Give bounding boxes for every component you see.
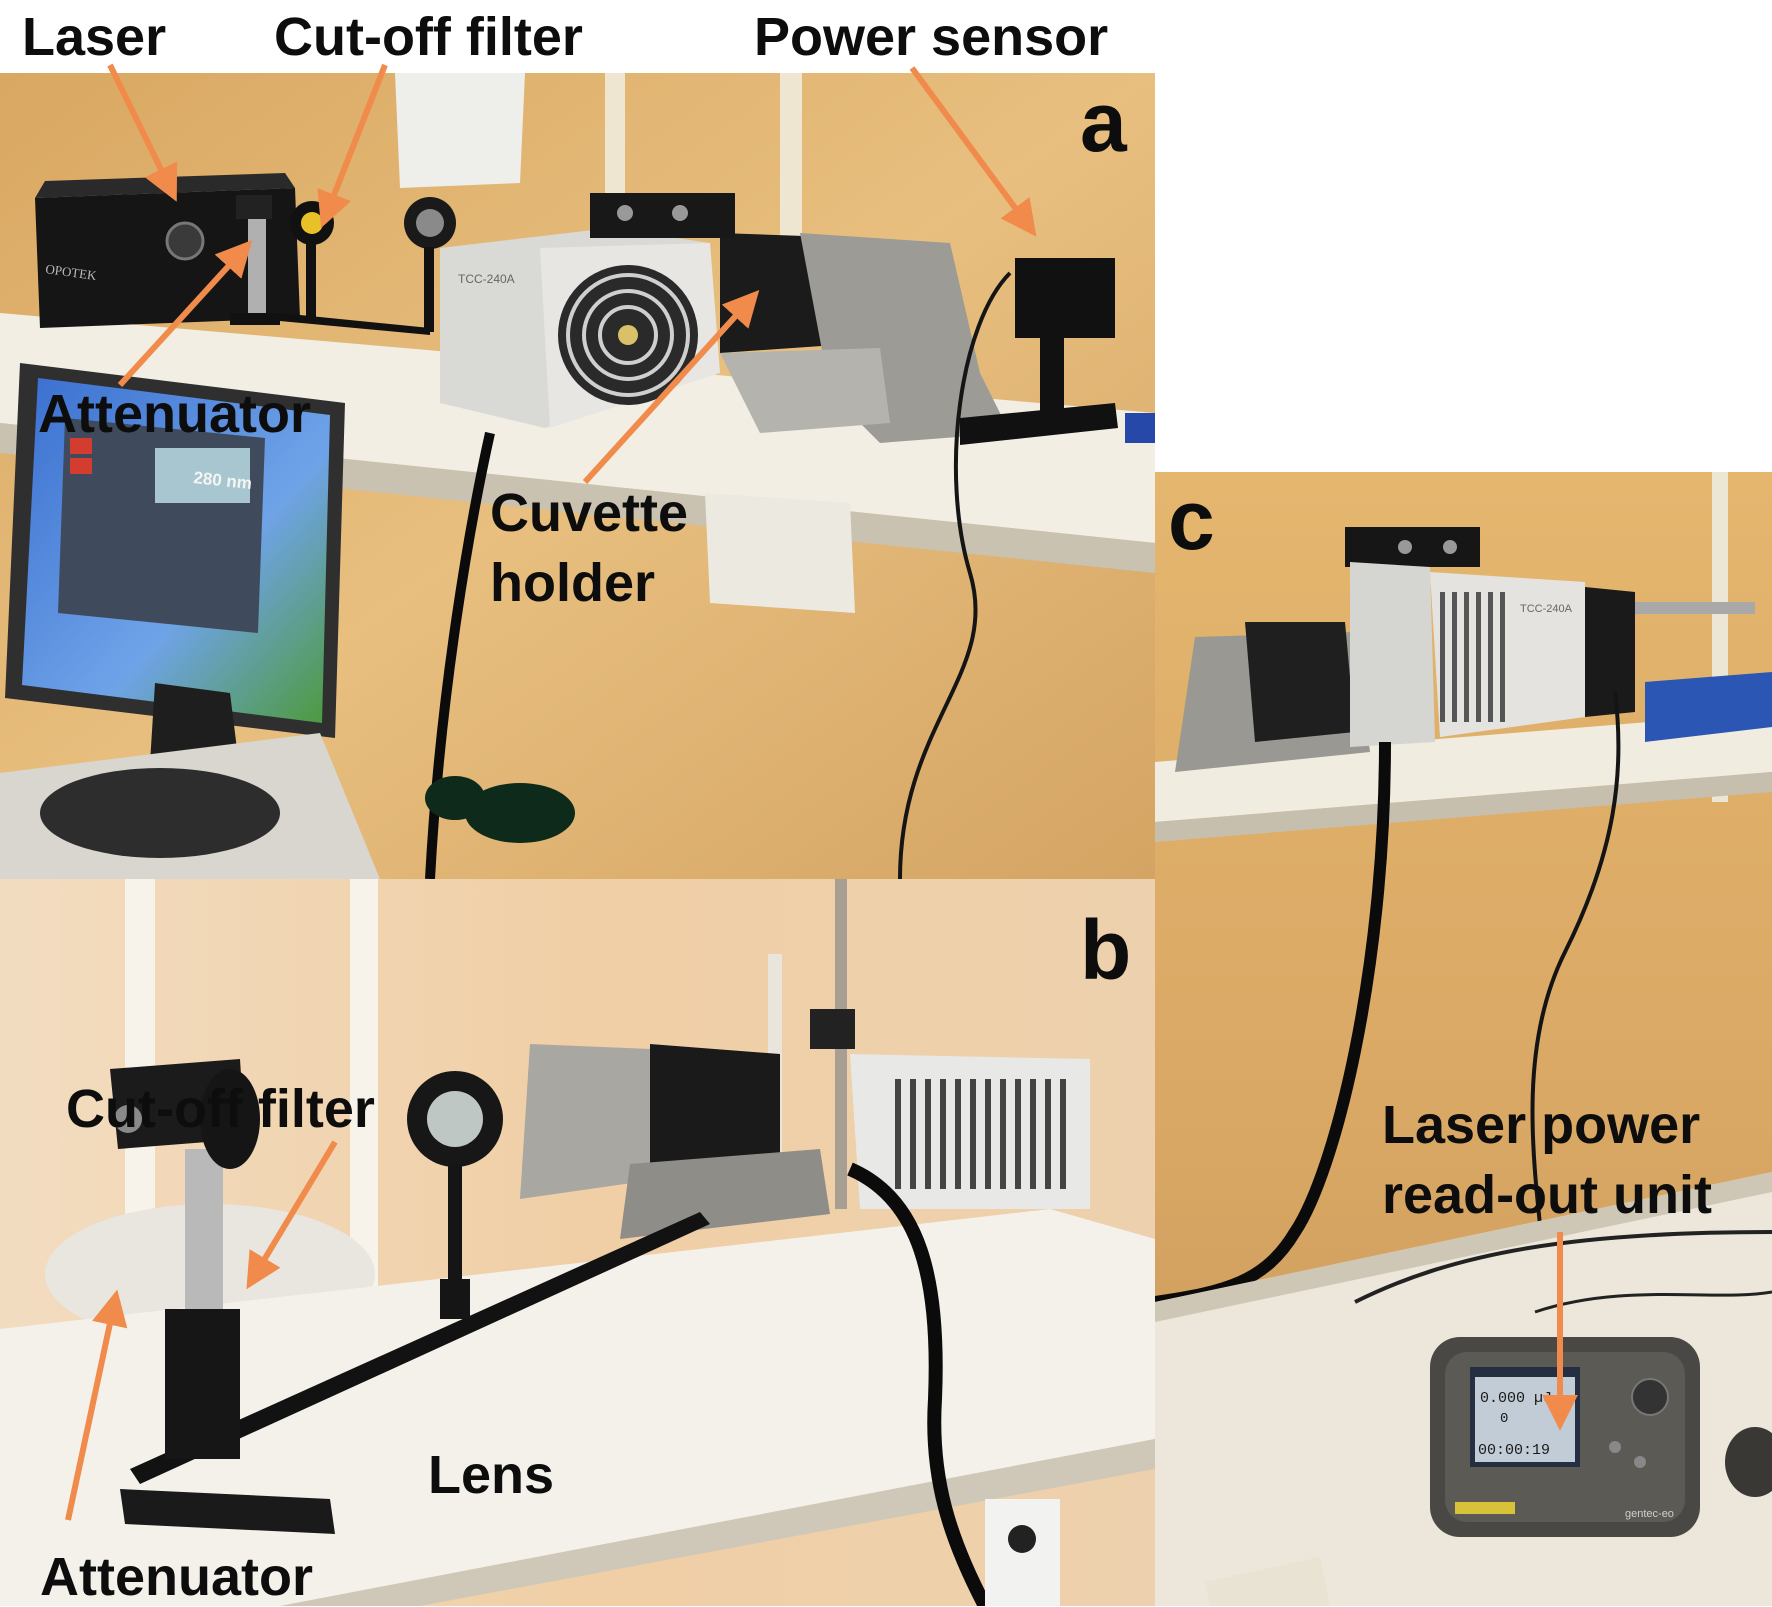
- clamp: [810, 1009, 855, 1049]
- bench-edge: [1155, 1172, 1772, 1322]
- lens-post: [424, 247, 434, 332]
- optical-rail: [130, 1212, 710, 1484]
- foil: [520, 1044, 660, 1199]
- attenuator-base: [165, 1309, 240, 1459]
- panel-letter-a: a: [1080, 75, 1127, 169]
- panel-b-scene: [0, 879, 1155, 1606]
- top-controller: [590, 193, 735, 238]
- label-readout-line1: Laser power: [1382, 1095, 1701, 1155]
- posted-paper: [395, 73, 525, 188]
- clamp-arm: [1635, 602, 1755, 614]
- device-edge: [1725, 1427, 1772, 1497]
- filter-mount: [200, 1069, 260, 1169]
- panel-a-scene: OPOTEK TCC-240A: [0, 73, 1155, 879]
- hanging-paper: [705, 493, 855, 613]
- attenuator-post: [248, 203, 266, 313]
- foil: [720, 348, 890, 433]
- readout-count: 0: [1500, 1411, 1508, 1427]
- lens-glass: [427, 1091, 483, 1147]
- label-power-sensor: Power sensor: [754, 7, 1109, 67]
- knob: [672, 205, 688, 221]
- cable: [1354, 1230, 1772, 1304]
- lens-post-holder: [440, 1279, 470, 1319]
- device-model-a: TCC-240A: [458, 272, 515, 286]
- panel-b-photo: [0, 879, 1155, 1606]
- readout-button: [1634, 1456, 1646, 1468]
- readout-time: 00:00:19: [1478, 1442, 1550, 1459]
- vent-slots: [895, 1079, 1066, 1189]
- laser-brand-text: OPOTEK: [45, 261, 98, 283]
- lens-glass: [416, 209, 444, 237]
- shelf: [0, 313, 1155, 543]
- panel-c-photo: TCC-240A 0.000 µJ 0 00:00:19 gentec-: [1155, 472, 1772, 1606]
- blue-clamp: [1125, 413, 1155, 443]
- label-cutoff-filter-b: Cut-off filter: [66, 1079, 375, 1139]
- cable: [1534, 1290, 1772, 1314]
- readout-button: [1609, 1441, 1621, 1453]
- attenuator-knob: [114, 1105, 142, 1133]
- power-sensor-head: [1015, 258, 1115, 338]
- keyboard-tray: [40, 768, 280, 858]
- knob: [617, 205, 633, 221]
- black-bracket: [1585, 587, 1635, 717]
- filter-glass: [301, 212, 323, 234]
- panel-a-photo: OPOTEK TCC-240A: [0, 73, 1155, 879]
- device-model-c: TCC-240A: [1520, 603, 1573, 615]
- panel-letter-b: b: [1080, 903, 1132, 997]
- vent-slots: [1440, 592, 1505, 722]
- power-sensor-post: [1040, 338, 1064, 413]
- paper-slip: [1205, 1557, 1330, 1606]
- label-attenuator-b: Attenuator: [40, 1547, 313, 1607]
- cuvette-chamber: [650, 1044, 780, 1164]
- software-button: [70, 458, 92, 474]
- wavelength-display: [155, 448, 250, 503]
- panel-c-scene: TCC-240A 0.000 µJ 0 00:00:19 gentec-: [1155, 472, 1772, 1606]
- top-controller: [1345, 527, 1480, 567]
- laser-aperture: [165, 221, 205, 261]
- rail-base: [120, 1489, 335, 1534]
- cuvette-chamber: [1245, 622, 1355, 742]
- power-socket: [1008, 1525, 1036, 1553]
- knob: [1443, 540, 1457, 554]
- filter-post: [306, 243, 316, 323]
- heater-side: [1350, 562, 1435, 747]
- readout-energy: 0.000 µJ: [1480, 1390, 1552, 1407]
- readout-brand: gentec-eo: [1625, 1508, 1674, 1520]
- power-sensor-base: [960, 403, 1118, 445]
- software-button: [70, 438, 92, 454]
- attenuator-mount: [236, 195, 272, 219]
- knob: [1398, 540, 1412, 554]
- safety-glasses: [425, 776, 485, 820]
- attenuator-post: [185, 1149, 223, 1324]
- foil: [620, 1149, 830, 1239]
- lens-post: [448, 1164, 462, 1284]
- label-cutoff-filter-a: Cut-off filter: [274, 7, 583, 67]
- label-laser: Laser: [22, 7, 167, 67]
- label-attenuator-a: Attenuator: [38, 384, 311, 444]
- label-readout-line2: read-out unit: [1382, 1165, 1712, 1225]
- label-cuvette-holder-line2: holder: [490, 553, 656, 613]
- attenuator-base: [230, 313, 280, 325]
- cable: [898, 271, 1012, 879]
- label-lens: Lens: [428, 1445, 555, 1505]
- label-cuvette-holder-line1: Cuvette: [490, 483, 689, 543]
- safety-glasses: [465, 783, 575, 843]
- readout-logo-badge: [1455, 1502, 1515, 1514]
- cable: [847, 1162, 992, 1606]
- panel-letter-c: c: [1168, 473, 1215, 567]
- readout-knob: [1631, 1378, 1669, 1416]
- fan-hub: [618, 325, 638, 345]
- blue-clamp: [1645, 672, 1772, 742]
- optical-rail: [280, 313, 430, 335]
